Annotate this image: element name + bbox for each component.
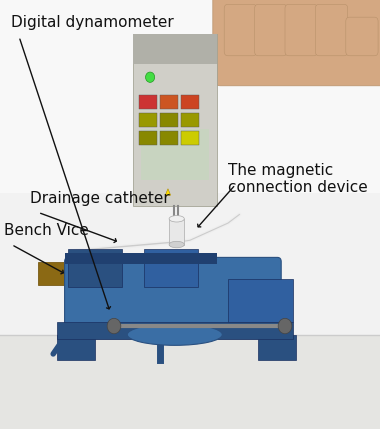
FancyBboxPatch shape [315, 4, 348, 56]
Bar [160, 113, 178, 127]
Bar [133, 34, 217, 64]
Bar [38, 262, 144, 285]
FancyBboxPatch shape [285, 4, 317, 56]
Circle shape [107, 318, 121, 334]
Bar [141, 129, 209, 180]
FancyBboxPatch shape [224, 4, 256, 56]
Bar [274, 0, 380, 51]
Bar [0, 335, 380, 429]
FancyBboxPatch shape [213, 0, 380, 86]
Bar [180, 95, 199, 109]
Text: Bench Vice: Bench Vice [4, 223, 89, 238]
Bar [258, 335, 296, 360]
Text: Drainage catheter: Drainage catheter [30, 191, 170, 206]
Bar [68, 249, 122, 287]
Ellipse shape [169, 215, 184, 222]
Bar [139, 131, 157, 145]
Bar [180, 113, 199, 127]
Bar [180, 131, 199, 145]
Bar [0, 0, 380, 193]
Circle shape [278, 318, 292, 334]
Polygon shape [165, 189, 171, 195]
Bar [57, 335, 95, 360]
FancyBboxPatch shape [255, 4, 287, 56]
Text: Digital dynamometer: Digital dynamometer [11, 15, 174, 30]
Bar [139, 113, 157, 127]
Bar [169, 219, 184, 245]
Bar [57, 322, 293, 339]
Bar [160, 95, 178, 109]
Bar [65, 253, 217, 264]
Bar [160, 131, 178, 145]
FancyBboxPatch shape [65, 257, 281, 339]
Bar [139, 95, 157, 109]
Bar [133, 34, 217, 206]
Bar [144, 249, 198, 287]
Bar [0, 193, 380, 429]
Text: The magnetic
connection device: The magnetic connection device [228, 163, 368, 196]
Circle shape [146, 72, 155, 82]
Bar [228, 279, 293, 322]
Ellipse shape [169, 241, 184, 248]
FancyBboxPatch shape [346, 17, 378, 56]
Ellipse shape [127, 324, 222, 345]
